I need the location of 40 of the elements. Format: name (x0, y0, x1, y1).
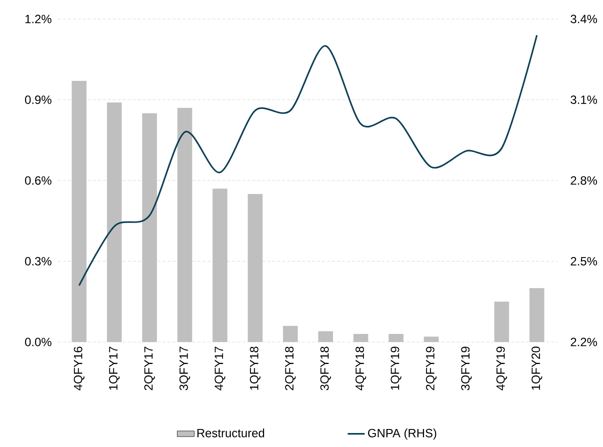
x-tick-label: 1QFY19 (390, 346, 402, 390)
x-tick-label: 2QFY17 (144, 346, 155, 390)
y-tick-label: 0.0% (25, 338, 52, 346)
x-tick-label: 2QFY19 (426, 346, 437, 390)
y2-tick-label: 2.2% (570, 338, 598, 346)
y-tick-label: 0.3% (25, 257, 52, 266)
x-tick-label: 3QFY19 (461, 346, 472, 390)
bar (142, 113, 157, 342)
x-tick-label: 3QFY18 (320, 346, 331, 390)
x-tick-label: 1QFY18 (250, 346, 260, 390)
bar (106, 102, 122, 342)
x-tick-label: 1QFY20 (532, 346, 542, 390)
line-series (78, 34, 538, 286)
x-tick-label: 4QFY17 (214, 346, 226, 390)
bar (388, 334, 404, 342)
y2-tick-label: 2.5% (570, 257, 598, 266)
y2-tick-label: 3.4% (570, 14, 598, 24)
bar (177, 108, 192, 342)
y-tick-label: 0.6% (25, 176, 52, 185)
y-tick-label: 1.2% (25, 14, 52, 24)
x-tick-label: 3QFY17 (179, 346, 190, 390)
bar (318, 331, 334, 342)
x-tick-label: 4QFY16 (74, 346, 84, 390)
bar (283, 326, 298, 342)
x-tick-label: 1QFY17 (109, 346, 120, 390)
x-tick-label: 4QFY18 (356, 346, 366, 390)
bar (529, 288, 544, 342)
bar (494, 302, 510, 342)
x-tick-label: 4QFY19 (496, 346, 507, 390)
bar (353, 334, 368, 342)
legend-label: Restructured (197, 428, 264, 438)
y2-tick-label: 3.1% (570, 96, 598, 104)
bar (424, 336, 439, 342)
y-tick-label: 0.9% (25, 96, 52, 104)
bar (248, 194, 263, 342)
y2-tick-label: 2.8% (570, 176, 598, 185)
bar (72, 80, 87, 342)
x-tick-label: 2QFY18 (285, 346, 296, 390)
bar (212, 188, 228, 342)
legend-label: GNPA (RHS) (368, 428, 436, 440)
